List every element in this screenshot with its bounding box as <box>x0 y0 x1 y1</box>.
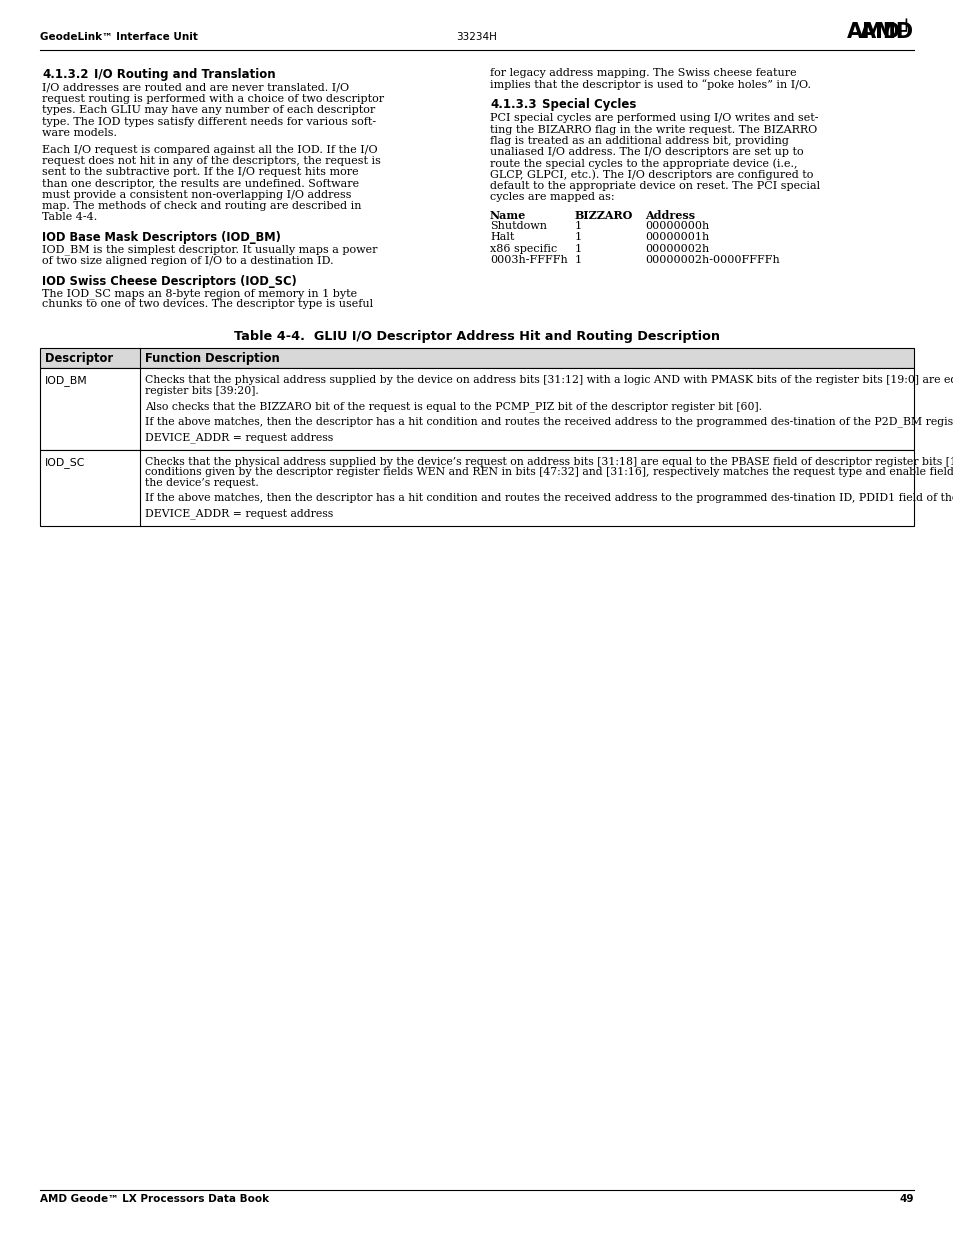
Text: of two size aligned region of I/O to a destination ID.: of two size aligned region of I/O to a d… <box>42 256 334 266</box>
Text: implies that the descriptor is used to “poke holes” in I/O.: implies that the descriptor is used to “… <box>490 79 810 90</box>
Text: 1: 1 <box>575 243 581 253</box>
Text: PCI special cycles are performed using I/O writes and set-: PCI special cycles are performed using I… <box>490 114 818 124</box>
Text: chunks to one of two devices. The descriptor type is useful: chunks to one of two devices. The descri… <box>42 299 373 309</box>
Text: 1: 1 <box>575 254 581 264</box>
Text: than one descriptor, the results are undefined. Software: than one descriptor, the results are und… <box>42 179 358 189</box>
Text: DEVICE_ADDR = request address: DEVICE_ADDR = request address <box>145 509 333 520</box>
Text: IOD_BM is the simplest descriptor. It usually maps a power: IOD_BM is the simplest descriptor. It us… <box>42 245 377 256</box>
Text: Checks that the physical address supplied by the device’s request on address bit: Checks that the physical address supplie… <box>145 457 953 467</box>
Text: AMD Geode™ LX Processors Data Book: AMD Geode™ LX Processors Data Book <box>40 1194 269 1204</box>
Text: I/O Routing and Translation: I/O Routing and Translation <box>94 68 275 82</box>
Bar <box>40 450 913 526</box>
Text: default to the appropriate device on reset. The PCI special: default to the appropriate device on res… <box>490 180 820 190</box>
Text: Special Cycles: Special Cycles <box>541 99 636 111</box>
Text: If the above matches, then the descriptor has a hit condition and routes the rec: If the above matches, then the descripto… <box>145 416 953 427</box>
Text: AMD┘: AMD┘ <box>846 22 913 42</box>
Text: 00000001h: 00000001h <box>644 232 708 242</box>
Bar <box>40 368 913 450</box>
Text: Table 4-4.  GLIU I/O Descriptor Address Hit and Routing Description: Table 4-4. GLIU I/O Descriptor Address H… <box>233 330 720 343</box>
Text: 00000002h-0000FFFFh: 00000002h-0000FFFFh <box>644 254 779 264</box>
Text: ware models.: ware models. <box>42 127 117 138</box>
Text: Address: Address <box>644 210 695 221</box>
Text: GeodeLink™ Interface Unit: GeodeLink™ Interface Unit <box>40 32 197 42</box>
Text: map. The methods of check and routing are described in: map. The methods of check and routing ar… <box>42 201 361 211</box>
Text: 00000002h: 00000002h <box>644 243 708 253</box>
Text: must provide a consistent non-overlapping I/O address: must provide a consistent non-overlappin… <box>42 190 351 200</box>
Text: register bits [39:20].: register bits [39:20]. <box>145 385 258 395</box>
Text: the device’s request.: the device’s request. <box>145 478 258 488</box>
Text: Halt: Halt <box>490 232 514 242</box>
Text: unaliased I/O address. The I/O descriptors are set up to: unaliased I/O address. The I/O descripto… <box>490 147 802 157</box>
Text: Name: Name <box>490 210 526 221</box>
Text: Also checks that the BIZZARO bit of the request is equal to the PCMP_PIZ bit of : Also checks that the BIZZARO bit of the … <box>145 401 761 412</box>
Text: flag is treated as an additional address bit, providing: flag is treated as an additional address… <box>490 136 788 146</box>
Text: Each I/O request is compared against all the IOD. If the I/O: Each I/O request is compared against all… <box>42 144 377 156</box>
Text: 00000000h: 00000000h <box>644 221 708 231</box>
Text: The IOD_SC maps an 8-byte region of memory in 1 byte: The IOD_SC maps an 8-byte region of memo… <box>42 288 356 299</box>
Text: types. Each GLIU may have any number of each descriptor: types. Each GLIU may have any number of … <box>42 105 375 115</box>
Bar <box>40 348 913 368</box>
Text: Shutdown: Shutdown <box>490 221 546 231</box>
Text: Function Description: Function Description <box>145 352 279 364</box>
Text: for legacy address mapping. The Swiss cheese feature: for legacy address mapping. The Swiss ch… <box>490 68 796 78</box>
Text: GLCP, GLPCI, etc.). The I/O descriptors are configured to: GLCP, GLPCI, etc.). The I/O descriptors … <box>490 169 813 180</box>
Text: Table 4-4.: Table 4-4. <box>42 212 97 222</box>
Text: IOD_BM: IOD_BM <box>45 375 88 387</box>
Text: cycles are mapped as:: cycles are mapped as: <box>490 191 614 201</box>
Text: conditions given by the descriptor register fields WEN and REN in bits [47:32] a: conditions given by the descriptor regis… <box>145 467 953 477</box>
Text: Checks that the physical address supplied by the device on address bits [31:12] : Checks that the physical address supplie… <box>145 375 953 385</box>
Text: BIZZARO: BIZZARO <box>575 210 633 221</box>
Text: 4.1.3.2: 4.1.3.2 <box>42 68 89 82</box>
Text: If the above matches, then the descriptor has a hit condition and routes the rec: If the above matches, then the descripto… <box>145 493 953 503</box>
Text: IOD_SC: IOD_SC <box>45 457 85 468</box>
Text: I/O addresses are routed and are never translated. I/O: I/O addresses are routed and are never t… <box>42 83 349 93</box>
Text: sent to the subtractive port. If the I/O request hits more: sent to the subtractive port. If the I/O… <box>42 168 358 178</box>
Text: 33234H: 33234H <box>456 32 497 42</box>
Text: 0003h-FFFFh: 0003h-FFFFh <box>490 254 567 264</box>
Text: DEVICE_ADDR = request address: DEVICE_ADDR = request address <box>145 432 333 443</box>
Text: IOD Base Mask Descriptors (IOD_BM): IOD Base Mask Descriptors (IOD_BM) <box>42 231 280 245</box>
Text: route the special cycles to the appropriate device (i.e.,: route the special cycles to the appropri… <box>490 158 797 169</box>
Text: Descriptor: Descriptor <box>45 352 113 364</box>
Text: 1: 1 <box>575 232 581 242</box>
Text: x86 specific: x86 specific <box>490 243 557 253</box>
Text: request does not hit in any of the descriptors, the request is: request does not hit in any of the descr… <box>42 156 380 167</box>
Text: IOD Swiss Cheese Descriptors (IOD_SC): IOD Swiss Cheese Descriptors (IOD_SC) <box>42 275 296 288</box>
Text: AMD: AMD <box>859 22 913 42</box>
Text: 4.1.3.3: 4.1.3.3 <box>490 99 536 111</box>
Text: ting the BIZARRO flag in the write request. The BIZARRO: ting the BIZARRO flag in the write reque… <box>490 125 817 135</box>
Text: type. The IOD types satisfy different needs for various soft-: type. The IOD types satisfy different ne… <box>42 116 375 127</box>
Text: 1: 1 <box>575 221 581 231</box>
Text: 49: 49 <box>899 1194 913 1204</box>
Text: request routing is performed with a choice of two descriptor: request routing is performed with a choi… <box>42 94 384 104</box>
